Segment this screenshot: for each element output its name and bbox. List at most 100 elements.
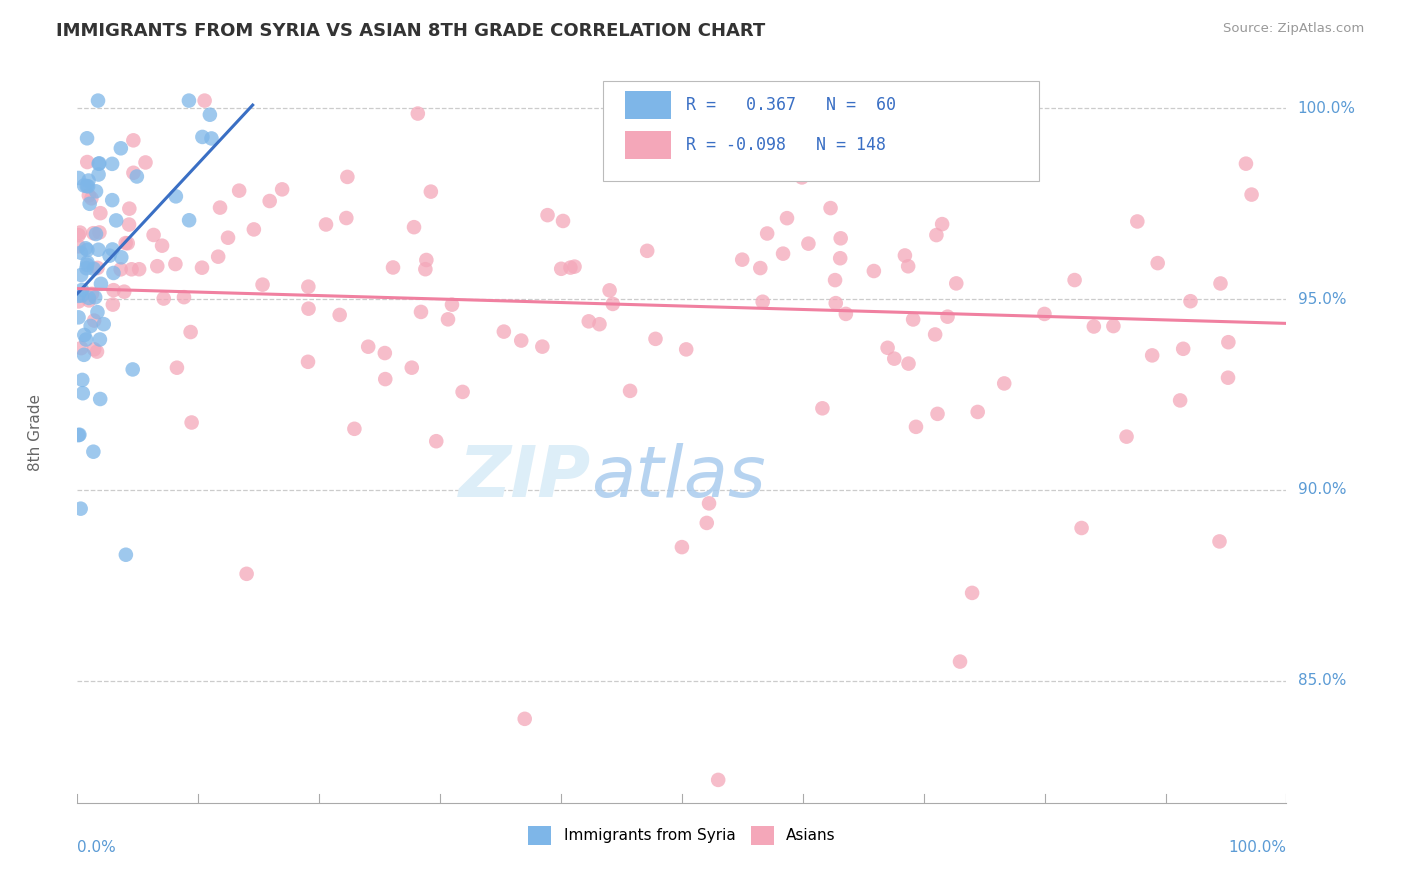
Point <box>165 257 187 271</box>
Point <box>824 273 846 287</box>
Point <box>67 171 90 186</box>
Point <box>271 182 294 196</box>
Text: 100.0%: 100.0% <box>1229 840 1286 855</box>
Point <box>707 772 730 787</box>
Point <box>73 178 96 193</box>
Point <box>790 170 813 185</box>
Point <box>67 310 90 325</box>
Point <box>924 327 946 342</box>
Point <box>84 290 107 304</box>
Point <box>1168 393 1191 408</box>
Point <box>177 94 200 108</box>
Point <box>243 222 266 236</box>
Point <box>655 151 678 165</box>
Point <box>77 173 100 187</box>
Point <box>86 260 108 275</box>
Point <box>83 343 105 357</box>
Point <box>69 245 91 260</box>
Point <box>252 277 274 292</box>
Point <box>98 249 121 263</box>
Point <box>110 262 132 277</box>
Point <box>259 194 281 208</box>
Point <box>207 250 229 264</box>
Point <box>564 260 586 274</box>
Point <box>756 227 779 241</box>
Text: 0.0%: 0.0% <box>77 840 117 855</box>
Point <box>89 333 111 347</box>
Point <box>67 428 90 442</box>
Point <box>86 305 108 319</box>
Point <box>1240 187 1263 202</box>
Point <box>122 133 145 147</box>
Point <box>75 333 97 347</box>
Point <box>329 308 352 322</box>
Point <box>101 157 124 171</box>
Point <box>751 294 773 309</box>
Point <box>87 243 110 257</box>
Text: IMMIGRANTS FROM SYRIA VS ASIAN 8TH GRADE CORRELATION CHART: IMMIGRANTS FROM SYRIA VS ASIAN 8TH GRADE… <box>56 22 765 40</box>
Point <box>73 348 96 362</box>
Point <box>166 360 188 375</box>
Point <box>731 252 754 267</box>
Point <box>931 217 953 231</box>
Point <box>945 277 967 291</box>
Point <box>451 384 474 399</box>
Point <box>101 193 124 207</box>
Point <box>77 291 100 305</box>
Bar <box>626 130 671 159</box>
Text: atlas: atlas <box>592 442 766 511</box>
Point <box>76 243 98 257</box>
Point <box>960 586 983 600</box>
Point <box>993 376 1015 391</box>
Point <box>297 301 319 316</box>
Point <box>90 277 112 291</box>
Point <box>1126 214 1149 228</box>
Point <box>830 231 852 245</box>
Point <box>69 226 91 240</box>
Point <box>70 283 93 297</box>
Point <box>315 218 337 232</box>
Point <box>118 218 141 232</box>
Point <box>198 108 221 122</box>
Text: R = -0.098   N = 148: R = -0.098 N = 148 <box>686 136 886 153</box>
Point <box>105 213 128 227</box>
Point <box>76 155 98 169</box>
Point <box>551 214 574 228</box>
Point <box>75 241 97 255</box>
Point <box>536 208 558 222</box>
Text: 95.0%: 95.0% <box>1298 292 1346 307</box>
Point <box>599 283 621 297</box>
Point <box>335 211 357 225</box>
Point <box>1208 534 1230 549</box>
Point <box>152 292 174 306</box>
Point <box>80 286 103 301</box>
Point <box>876 341 898 355</box>
Point <box>72 373 94 387</box>
Point <box>1102 319 1125 334</box>
Point <box>811 401 834 416</box>
Point <box>110 250 132 264</box>
Point <box>134 155 156 169</box>
Point <box>89 156 111 170</box>
Point <box>904 420 927 434</box>
Bar <box>626 91 671 120</box>
Point <box>191 260 214 275</box>
Point <box>121 362 143 376</box>
Point <box>697 496 720 510</box>
Point <box>89 206 111 220</box>
Point <box>194 94 217 108</box>
Point <box>79 318 101 333</box>
Point <box>67 427 90 442</box>
Point <box>200 131 222 145</box>
Point <box>644 332 666 346</box>
Point <box>897 357 920 371</box>
Text: 8th Grade: 8th Grade <box>28 394 42 471</box>
Point <box>588 317 610 331</box>
Text: Source: ZipAtlas.com: Source: ZipAtlas.com <box>1223 22 1364 36</box>
Point <box>966 405 988 419</box>
Point <box>82 444 104 458</box>
Point <box>671 540 693 554</box>
Point <box>336 169 359 184</box>
Point <box>949 655 972 669</box>
Point <box>103 266 125 280</box>
